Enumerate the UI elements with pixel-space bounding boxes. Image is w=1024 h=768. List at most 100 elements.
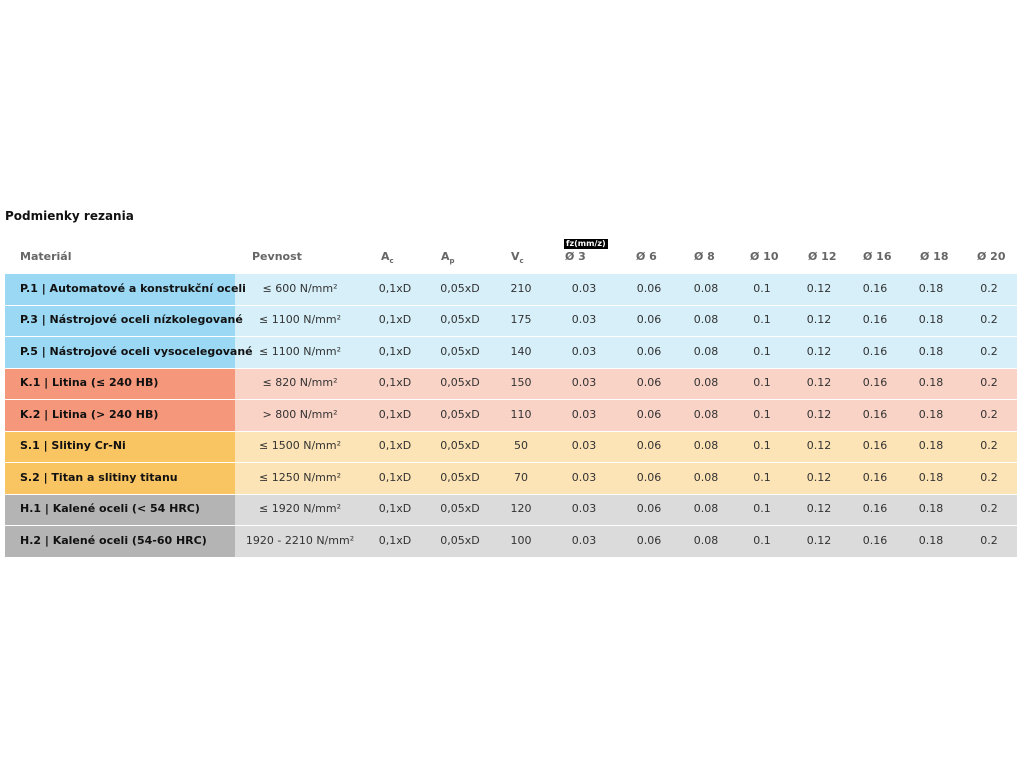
table-cell: 0.08 bbox=[693, 344, 719, 358]
row-background bbox=[235, 526, 1017, 557]
table-cell: 0.03 bbox=[571, 502, 597, 516]
table-cell: ≤ 820 N/mm² bbox=[262, 376, 338, 390]
table-cell: 0.12 bbox=[806, 502, 832, 516]
row-background bbox=[235, 400, 1017, 431]
table-cell: 0.18 bbox=[918, 313, 944, 327]
table-cell: 175 bbox=[510, 313, 532, 327]
table-cell: 0,05xD bbox=[440, 376, 480, 390]
material-name: S.2 | Titan a slitiny titanu bbox=[20, 470, 178, 484]
table-cell: 0.16 bbox=[862, 344, 888, 358]
table-cell: 0.06 bbox=[636, 376, 662, 390]
table-cell: 0,1xD bbox=[378, 407, 412, 421]
table-cell: 0.12 bbox=[806, 407, 832, 421]
table-cell: 150 bbox=[510, 376, 532, 390]
header-subscript: p bbox=[449, 257, 455, 265]
table-cell: 120 bbox=[510, 502, 532, 516]
header-label: A bbox=[441, 250, 450, 263]
table-cell: 0.18 bbox=[918, 439, 944, 453]
material-name: P.5 | Nástrojové oceli vysocelegované bbox=[20, 344, 253, 358]
header-label: Materiál bbox=[20, 250, 72, 263]
column-header: Materiál bbox=[20, 250, 71, 264]
table-cell: 0.2 bbox=[980, 407, 998, 421]
table-cell: 0.1 bbox=[753, 533, 771, 547]
table-cell: 0,05xD bbox=[440, 313, 480, 327]
table-cell: 0.12 bbox=[806, 281, 832, 295]
row-background bbox=[235, 305, 1017, 336]
table-cell: 0.18 bbox=[918, 281, 944, 295]
row-background bbox=[235, 274, 1017, 305]
table-cell: 0.06 bbox=[636, 502, 662, 516]
table-cell: 0.2 bbox=[980, 439, 998, 453]
table-cell: 0.03 bbox=[571, 470, 597, 484]
table-cell: 0.2 bbox=[980, 313, 998, 327]
table-cell: 0.08 bbox=[693, 439, 719, 453]
table-cell: ≤ 1500 N/mm² bbox=[259, 439, 341, 453]
material-name: K.2 | Litina (> 240 HB) bbox=[20, 407, 159, 421]
header-label: Ø 10 bbox=[750, 250, 779, 263]
material-name: P.1 | Automatové a konstrukční oceli bbox=[20, 281, 246, 295]
header-label: A bbox=[381, 250, 390, 263]
table-cell: 0.08 bbox=[693, 470, 719, 484]
table-cell: 0.03 bbox=[571, 439, 597, 453]
table-cell: 0.2 bbox=[980, 376, 998, 390]
material-name: P.3 | Nástrojové oceli nízkolegované bbox=[20, 313, 243, 327]
table-cell: 0,05xD bbox=[440, 344, 480, 358]
table-cell: 0.18 bbox=[918, 502, 944, 516]
header-label: Ø 6 bbox=[636, 250, 657, 263]
header-label: Ø 18 bbox=[920, 250, 949, 263]
table-cell: 70 bbox=[514, 470, 528, 484]
table-cell: 0.03 bbox=[571, 344, 597, 358]
table-cell: 210 bbox=[510, 281, 532, 295]
material-cell bbox=[5, 337, 235, 368]
table-cell: 0.2 bbox=[980, 533, 998, 547]
table-cell: 0.18 bbox=[918, 376, 944, 390]
table-cell: 0.06 bbox=[636, 470, 662, 484]
column-header: Ø 18 bbox=[920, 250, 949, 264]
table-cell: 0.06 bbox=[636, 407, 662, 421]
table-cell: > 800 N/mm² bbox=[262, 407, 338, 421]
material-name: H.1 | Kalené oceli (< 54 HRC) bbox=[20, 502, 200, 516]
table-cell: 0.08 bbox=[693, 533, 719, 547]
table-cell: 0.2 bbox=[980, 344, 998, 358]
table-cell: 0.16 bbox=[862, 439, 888, 453]
table-cell: 0.16 bbox=[862, 470, 888, 484]
table-cell: 0.08 bbox=[693, 376, 719, 390]
table-cell: 0.1 bbox=[753, 470, 771, 484]
table-cell: 0.12 bbox=[806, 470, 832, 484]
table-cell: 0.1 bbox=[753, 439, 771, 453]
column-header: Ø 3 bbox=[565, 250, 586, 264]
table-cell: 0.03 bbox=[571, 281, 597, 295]
table-cell: 0.2 bbox=[980, 502, 998, 516]
header-label: Pevnost bbox=[252, 250, 302, 263]
table-cell: 0.12 bbox=[806, 533, 832, 547]
table-cell: 0.16 bbox=[862, 407, 888, 421]
table-cell: ≤ 1100 N/mm² bbox=[259, 313, 341, 327]
table-cell: 100 bbox=[510, 533, 532, 547]
header-label: V bbox=[511, 250, 520, 263]
column-header: Ø 16 bbox=[863, 250, 892, 264]
table-cell: 0,1xD bbox=[378, 344, 412, 358]
material-cell bbox=[5, 274, 235, 305]
table-cell: 110 bbox=[510, 407, 532, 421]
table-cell: 0.06 bbox=[636, 533, 662, 547]
header-subscript: c bbox=[519, 257, 524, 265]
header-label: Ø 12 bbox=[808, 250, 837, 263]
table-cell: 0.08 bbox=[693, 281, 719, 295]
unit-label: fz(mm/z) bbox=[564, 239, 608, 249]
table-cell: 0.1 bbox=[753, 281, 771, 295]
table-cell: 0.16 bbox=[862, 313, 888, 327]
table-cell: 0,1xD bbox=[378, 281, 412, 295]
table-cell: 0.1 bbox=[753, 313, 771, 327]
row-background bbox=[235, 494, 1017, 525]
table-cell: 0.18 bbox=[918, 533, 944, 547]
table-cell: 0.08 bbox=[693, 502, 719, 516]
table-cell: 0.12 bbox=[806, 313, 832, 327]
table-cell: 0.12 bbox=[806, 376, 832, 390]
row-background bbox=[235, 337, 1017, 368]
table-cell: 0.2 bbox=[980, 470, 998, 484]
table-cell: 0.03 bbox=[571, 407, 597, 421]
table-cell: 0,05xD bbox=[440, 533, 480, 547]
row-background bbox=[235, 431, 1017, 462]
material-name: S.1 | Slitiny Cr-Ni bbox=[20, 439, 126, 453]
table-cell: 0,1xD bbox=[378, 502, 412, 516]
